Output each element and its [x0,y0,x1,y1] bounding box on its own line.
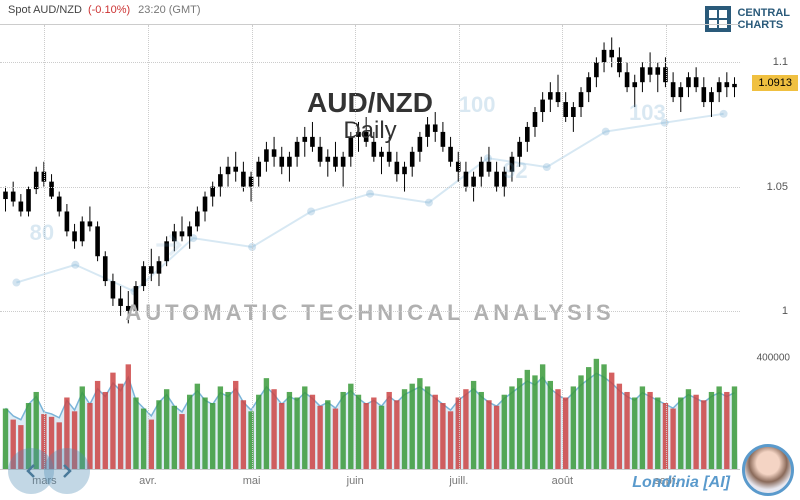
logo-text: CENTRALCHARTS [737,7,790,31]
chart-header: Spot AUD/NZD (-0.10%) 23:20 (GMT) [0,0,800,20]
x-axis-label: août [552,475,573,487]
y-axis-label: 1.05 [767,181,788,193]
price-chart [0,25,740,336]
watermark-number: 103 [629,100,666,126]
y-axis-label: 1.1 [773,56,788,68]
instrument-label: Spot AUD/NZD [8,4,82,16]
volume-chart [0,345,740,469]
watermark-number: 92 [503,158,527,184]
nav-controls [8,448,80,494]
chart-area[interactable]: AUD/NZD Daily AUTOMATIC TECHNICAL ANALYS… [0,24,740,470]
current-price-badge: 1.0913 [752,75,798,91]
nav-forward-button[interactable] [44,448,90,494]
vol-axis-label: 400000 [757,353,790,364]
arrow-left-icon [19,459,43,483]
londinia-label: Londinia [AI] [632,474,730,492]
arrow-right-icon [55,459,79,483]
watermark-number: 80 [30,220,54,246]
watermark-number: 100 [459,92,496,118]
arrow-watermark-icon [148,225,188,270]
y-axis-label: 1 [782,305,788,317]
avatar-icon[interactable] [742,444,794,496]
x-axis-label: juin [347,475,364,487]
pct-change: (-0.10%) [88,4,130,16]
x-axis-label: avr. [139,475,157,487]
x-axis-label: mai [243,475,261,487]
timestamp: 23:20 (GMT) [138,4,200,16]
x-axis-label: juill. [449,475,468,487]
